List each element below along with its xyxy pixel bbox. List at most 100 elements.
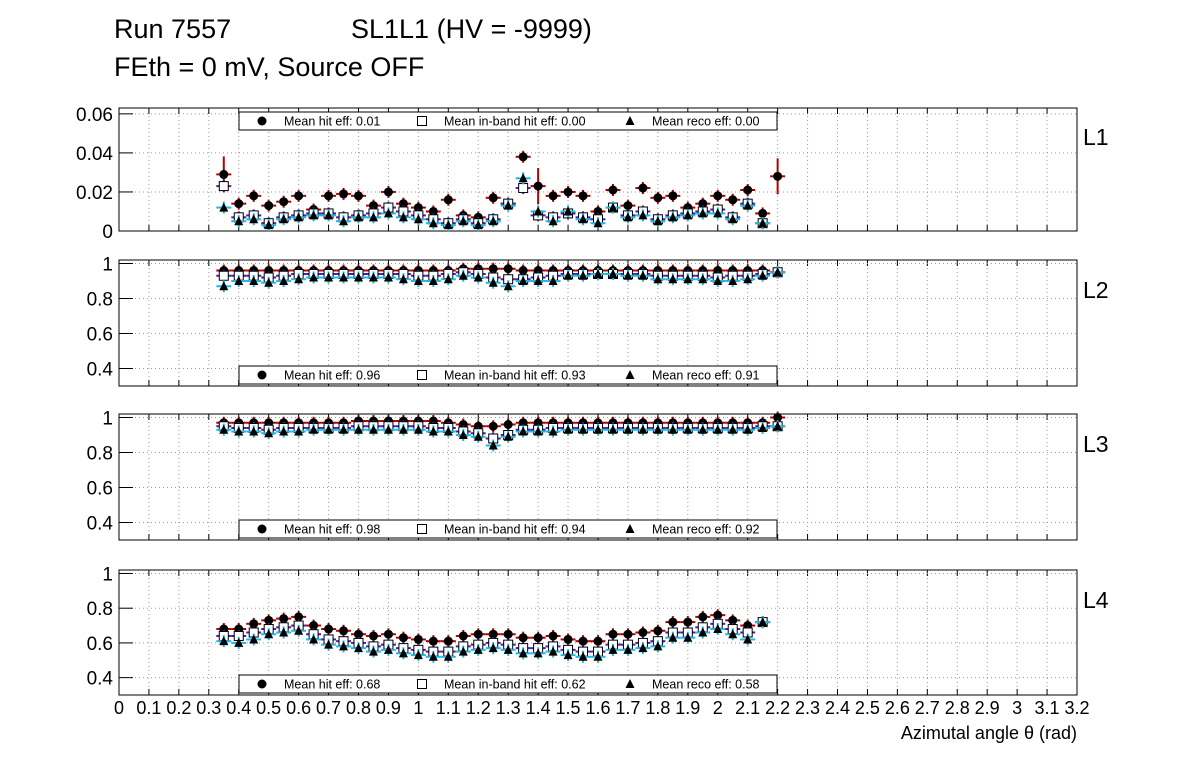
hit-eff-point — [533, 181, 543, 191]
reco-eff-point — [743, 424, 753, 434]
reco-eff-point — [683, 424, 693, 434]
reco-eff-point — [413, 650, 423, 660]
reco-eff-point — [264, 629, 274, 639]
hit-eff-point — [698, 199, 708, 209]
hit-eff-point — [368, 201, 378, 211]
legend-entry: Mean in-band hit eff: 0.93 — [444, 369, 586, 383]
hit-eff-point — [428, 636, 438, 646]
reco-eff-point — [324, 639, 334, 649]
reco-eff-point — [458, 216, 468, 226]
reco-eff-point — [413, 214, 423, 224]
inband-eff-point — [218, 181, 229, 192]
inband-eff-point — [518, 183, 529, 194]
hit-eff-point — [249, 191, 259, 201]
reco-eff-point — [608, 202, 618, 212]
hit-eff-point — [653, 193, 663, 203]
legend-marker-hit — [257, 524, 267, 534]
reco-eff-point — [563, 270, 573, 280]
y-tick-label: 0.06 — [76, 105, 113, 126]
hit-eff-point — [354, 629, 363, 639]
reco-eff-point — [503, 200, 513, 210]
panel-l2: 0.4 0.6 0.8 1 L2 Mean hit eff: 0.96 Mean in-ba… — [87, 255, 1109, 387]
hit-eff-point — [383, 187, 393, 197]
reco-eff-point — [309, 424, 319, 434]
reco-eff-point — [533, 276, 543, 285]
hit-eff-point — [398, 633, 408, 643]
reco-eff-point — [758, 218, 768, 228]
x-tick-label: 0.1 — [136, 698, 161, 718]
reco-eff-point — [458, 270, 468, 280]
reco-eff-point — [368, 272, 378, 282]
hit-eff-point — [503, 420, 513, 429]
hit-eff-point — [653, 626, 663, 636]
y-tick-label: 0.4 — [87, 669, 114, 690]
y-tick-label: 0.4 — [87, 514, 114, 535]
x-tick-label: 0.2 — [166, 698, 191, 718]
legend-box — [238, 111, 778, 131]
reco-eff-point — [728, 424, 738, 434]
reco-eff-point — [773, 421, 783, 431]
reco-eff-point — [264, 220, 274, 230]
y-tick-label: 0.8 — [87, 444, 113, 465]
y-tick-label: 0.02 — [76, 183, 113, 204]
hit-eff-point — [518, 152, 528, 162]
hit-eff-point — [578, 636, 588, 646]
panel-label: L1 — [1083, 124, 1109, 150]
reco-eff-point — [339, 272, 349, 282]
hit-eff-point — [488, 421, 498, 431]
reco-eff-point — [279, 627, 289, 637]
reco-eff-point — [653, 641, 663, 651]
reco-eff-point — [324, 272, 334, 282]
reco-eff-point — [698, 424, 708, 434]
hit-eff-point — [743, 185, 753, 195]
reco-eff-point — [668, 424, 678, 434]
reco-eff-point — [698, 274, 708, 284]
reco-eff-point — [623, 644, 633, 654]
x-tick-label: 1.7 — [615, 698, 640, 718]
reco-eff-point — [593, 424, 603, 434]
hit-eff-point — [249, 619, 259, 629]
reco-eff-point — [234, 426, 244, 436]
x-tick-label: 2.7 — [915, 698, 940, 718]
reco-eff-point — [324, 210, 334, 220]
y-tick-label: 1 — [102, 255, 113, 276]
x-tick-label: 2.9 — [975, 698, 1000, 718]
reco-eff-point — [294, 426, 304, 436]
hit-eff-point — [548, 191, 558, 201]
legend-entry: Mean hit eff: 0.96 — [284, 369, 380, 383]
reco-eff-point — [593, 218, 603, 228]
x-tick-label: 0 — [114, 698, 124, 718]
x-tick-label: 2 — [713, 698, 723, 718]
hit-eff-point — [758, 208, 768, 218]
legend-box — [238, 519, 778, 539]
reco-eff-point — [548, 216, 558, 226]
hit-eff-point — [443, 195, 453, 205]
reco-eff-point — [473, 644, 483, 654]
reco-eff-point — [398, 424, 408, 434]
hit-eff-point — [458, 631, 468, 641]
reco-eff-point — [623, 212, 633, 222]
reco-eff-point — [578, 270, 588, 280]
reco-eff-point — [503, 644, 513, 654]
x-tick-label: 0.6 — [286, 698, 311, 718]
reco-eff-point — [608, 424, 618, 434]
reco-eff-point — [533, 426, 543, 436]
reco-eff-point — [294, 625, 304, 635]
reco-eff-point — [234, 276, 244, 285]
y-tick-label: 0.4 — [87, 360, 114, 381]
x-tick-label: 0.9 — [376, 698, 401, 718]
x-tick-label: 2.5 — [855, 698, 880, 718]
x-tick-label: 2.3 — [795, 698, 820, 718]
reco-eff-point — [473, 272, 483, 282]
hit-eff-point — [488, 264, 498, 274]
hit-eff-point — [713, 191, 723, 201]
reco-eff-point — [219, 424, 229, 434]
reco-eff-point — [488, 277, 498, 287]
reco-eff-point — [428, 651, 438, 661]
hit-eff-point — [773, 413, 783, 422]
reco-eff-point — [354, 272, 363, 282]
legend-entry: Mean in-band hit eff: 0.94 — [444, 523, 586, 537]
x-tick-label: 1.1 — [436, 698, 461, 718]
y-tick-label: 0.8 — [87, 599, 113, 620]
